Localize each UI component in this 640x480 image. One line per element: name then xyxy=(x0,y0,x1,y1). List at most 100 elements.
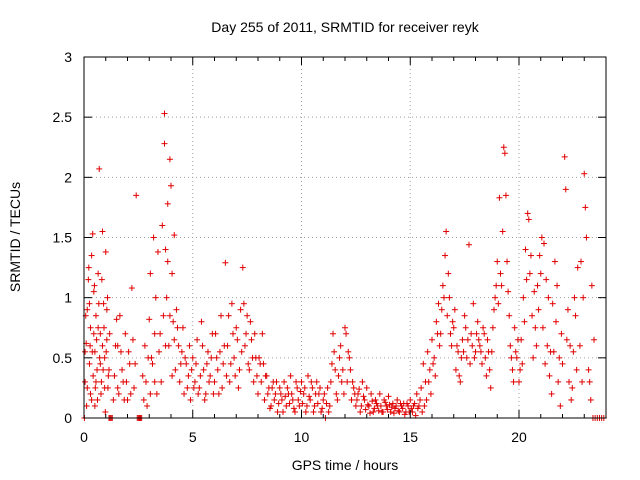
data-point xyxy=(448,342,455,349)
data-point xyxy=(371,405,378,412)
data-point xyxy=(418,384,425,391)
data-point xyxy=(92,384,99,391)
data-point xyxy=(91,402,98,409)
data-point xyxy=(493,282,500,289)
data-point xyxy=(253,372,260,379)
data-point xyxy=(284,384,291,391)
data-point xyxy=(308,378,315,385)
data-point xyxy=(103,348,110,355)
data-point xyxy=(545,294,552,301)
data-point xyxy=(286,400,293,407)
data-point xyxy=(100,366,107,373)
data-point xyxy=(84,306,91,313)
data-point xyxy=(571,294,578,301)
data-point xyxy=(152,294,159,301)
data-point xyxy=(159,222,166,229)
data-point xyxy=(492,294,499,301)
chart-title: Day 255 of 2011, SRMTID for receiver rey… xyxy=(211,19,479,35)
data-point xyxy=(221,342,228,349)
data-point xyxy=(557,402,564,409)
data-point xyxy=(552,318,559,325)
data-point xyxy=(533,342,540,349)
data-point xyxy=(83,402,90,409)
data-point xyxy=(297,388,304,395)
data-point xyxy=(295,396,302,403)
data-point xyxy=(97,390,104,397)
data-point xyxy=(112,342,119,349)
data-point xyxy=(145,354,152,361)
data-point xyxy=(509,366,516,373)
data-point xyxy=(88,396,95,403)
y-tick-label: 3 xyxy=(64,49,72,65)
data-point xyxy=(325,408,332,415)
data-point xyxy=(345,348,352,355)
data-point xyxy=(243,330,250,337)
data-point xyxy=(469,342,476,349)
data-point xyxy=(383,402,390,409)
data-point xyxy=(320,396,327,403)
data-point xyxy=(89,348,96,355)
data-point xyxy=(162,246,169,253)
data-point xyxy=(125,348,132,355)
data-point xyxy=(288,390,295,397)
data-point xyxy=(187,396,194,403)
data-point xyxy=(495,300,502,307)
data-point xyxy=(251,330,258,337)
data-point xyxy=(359,378,366,385)
data-point xyxy=(207,372,214,379)
data-point xyxy=(386,401,393,408)
data-point xyxy=(97,330,104,337)
data-point xyxy=(519,360,526,367)
data-point xyxy=(505,288,512,295)
data-point xyxy=(576,342,583,349)
data-point xyxy=(191,378,198,385)
data-point xyxy=(455,348,462,355)
data-point xyxy=(275,400,282,407)
data-point xyxy=(529,312,536,319)
data-point xyxy=(208,354,215,361)
y-tick-label: 1.5 xyxy=(53,230,73,246)
data-point xyxy=(199,342,206,349)
data-point xyxy=(272,390,279,397)
data-point xyxy=(517,366,524,373)
data-point xyxy=(510,378,517,385)
data-point xyxy=(301,384,308,391)
data-point xyxy=(463,354,470,361)
data-point xyxy=(150,234,157,241)
data-point xyxy=(161,110,168,117)
data-point xyxy=(563,336,570,343)
data-point xyxy=(473,330,480,337)
data-point xyxy=(512,348,519,355)
data-point xyxy=(530,354,537,361)
axis-ticks: 0 5 10 15 20 0 0.5 1 1.5 2 2.5 3 xyxy=(53,49,606,445)
data-point xyxy=(302,408,309,415)
data-point xyxy=(464,336,471,343)
data-point xyxy=(548,390,555,397)
data-point xyxy=(280,408,287,415)
data-point xyxy=(97,360,104,367)
data-point xyxy=(358,402,365,409)
data-point xyxy=(475,336,482,343)
data-point xyxy=(294,384,301,391)
data-point xyxy=(269,384,276,391)
data-point xyxy=(370,408,377,415)
data-point xyxy=(255,390,261,397)
data-point xyxy=(178,348,185,355)
data-point xyxy=(85,264,92,271)
data-point xyxy=(501,150,508,157)
data-point xyxy=(95,270,102,277)
data-point xyxy=(579,378,586,385)
data-point xyxy=(549,300,556,307)
data-point xyxy=(585,366,592,373)
data-point xyxy=(508,354,515,361)
data-point xyxy=(326,402,333,409)
data-point xyxy=(249,354,256,361)
data-point xyxy=(511,324,518,331)
data-point xyxy=(367,410,374,417)
data-point xyxy=(220,360,227,367)
data-point xyxy=(226,378,233,385)
data-point xyxy=(164,200,171,207)
x-tick-label: 5 xyxy=(189,429,197,445)
data-point xyxy=(174,324,181,331)
